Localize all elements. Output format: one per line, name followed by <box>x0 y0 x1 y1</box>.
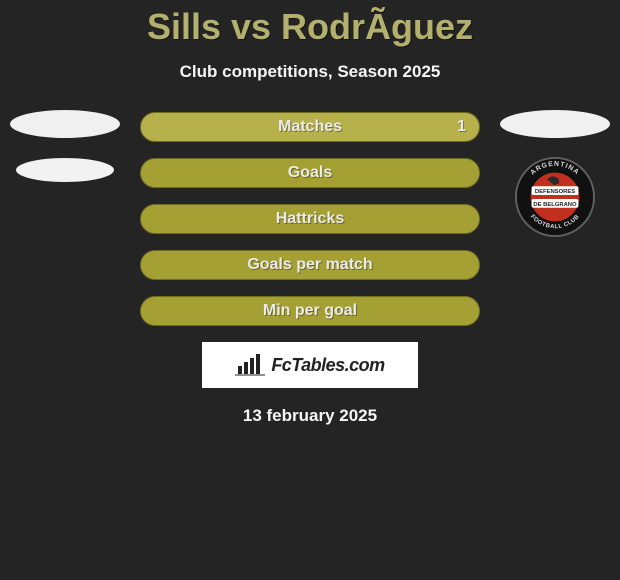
footer-date: 13 february 2025 <box>0 406 620 426</box>
stat-bar-value: 1 <box>457 112 466 142</box>
badge-ribbon-text-top: DEFENSORES <box>535 189 575 195</box>
badge-ribbon-text-bottom: DE BELGRANO <box>533 202 577 208</box>
stat-bar-label: Goals per match <box>140 250 480 280</box>
placeholder-ellipse <box>16 158 114 182</box>
stat-bar-label: Hattricks <box>140 204 480 234</box>
club-badge: ARGENTINA FOOTBALL CLUB DEFENSORES DE BE… <box>506 156 604 238</box>
stat-bar: Hattricks <box>140 204 480 234</box>
page-title: Sills vs RodrÃ­guez <box>0 0 620 48</box>
right-player-badges: ARGENTINA FOOTBALL CLUB DEFENSORES DE BE… <box>500 110 610 238</box>
stat-bar: Matches1 <box>140 112 480 142</box>
stat-bar-label: Matches <box>140 112 480 142</box>
page-subtitle: Club competitions, Season 2025 <box>0 62 620 82</box>
stat-bar: Min per goal <box>140 296 480 326</box>
stat-bar-label: Goals <box>140 158 480 188</box>
fctables-logo[interactable]: FcTables.com <box>202 342 418 388</box>
stats-area: ARGENTINA FOOTBALL CLUB DEFENSORES DE BE… <box>0 112 620 426</box>
placeholder-ellipse <box>10 110 120 138</box>
stat-bar-label: Min per goal <box>140 296 480 326</box>
stat-bar: Goals <box>140 158 480 188</box>
placeholder-ellipse <box>500 110 610 138</box>
left-player-badges <box>10 110 120 182</box>
fctables-logo-text: FcTables.com <box>271 355 384 376</box>
bar-chart-icon <box>235 354 265 376</box>
stat-bar: Goals per match <box>140 250 480 280</box>
